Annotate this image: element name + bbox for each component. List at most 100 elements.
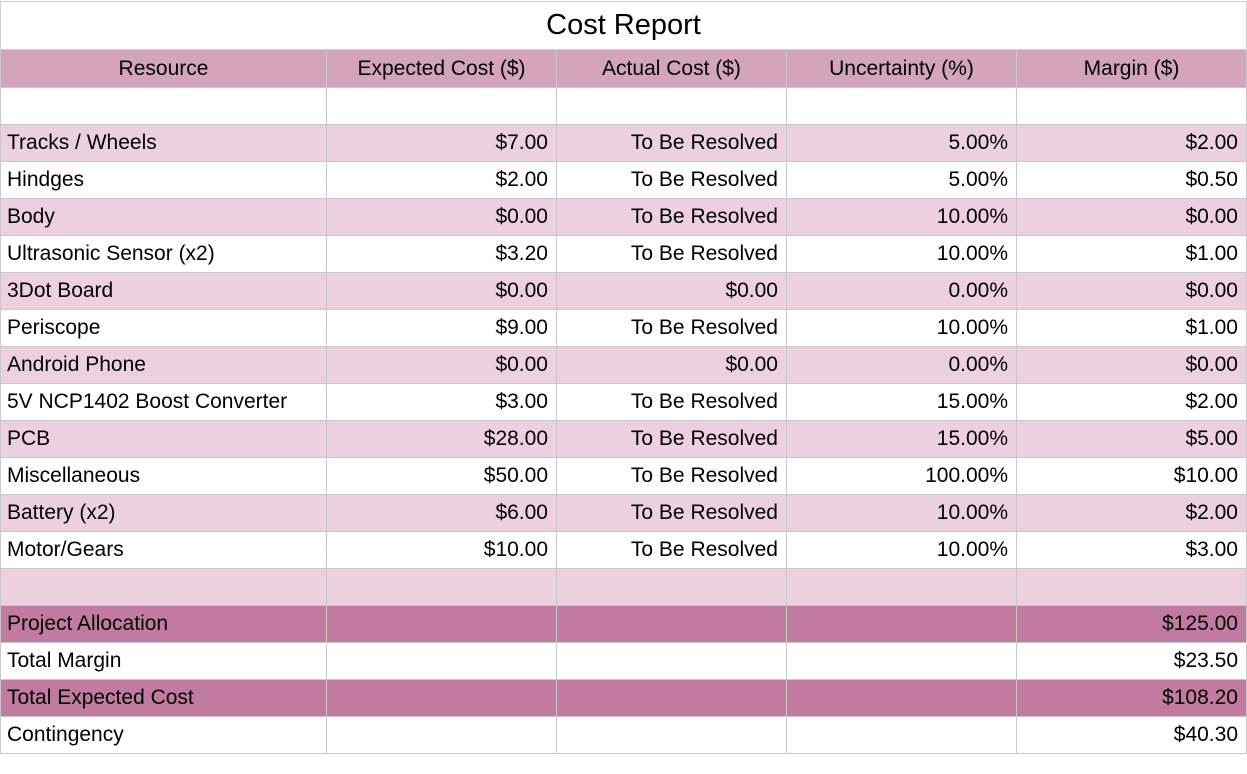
summary-empty-cell[interactable] (556, 679, 787, 717)
cell-margin[interactable]: $1.00 (1016, 309, 1247, 347)
cell-actual-cost[interactable]: To Be Resolved (556, 309, 787, 347)
header-margin[interactable]: Margin ($) (1016, 49, 1247, 88)
cell-expected-cost[interactable]: $28.00 (326, 420, 557, 458)
cell-expected-cost[interactable]: $6.00 (326, 494, 557, 532)
cell-resource[interactable] (0, 87, 327, 125)
cell-uncertainty[interactable]: 10.00% (786, 531, 1017, 569)
cell-margin[interactable]: $0.00 (1016, 346, 1247, 384)
header-resource[interactable]: Resource (0, 49, 327, 88)
cell-resource[interactable]: PCB (0, 420, 327, 458)
cell-actual-cost[interactable]: To Be Resolved (556, 494, 787, 532)
cell-expected-cost[interactable]: $2.00 (326, 161, 557, 199)
cell-resource[interactable]: Motor/Gears (0, 531, 327, 569)
summary-label[interactable]: Project Allocation (0, 605, 327, 643)
cell-uncertainty[interactable]: 10.00% (786, 198, 1017, 236)
cell-actual-cost[interactable]: To Be Resolved (556, 124, 787, 162)
cell-uncertainty[interactable]: 0.00% (786, 346, 1017, 384)
cell-resource[interactable]: Ultrasonic Sensor (x2) (0, 235, 327, 273)
summary-empty-cell[interactable] (556, 642, 787, 680)
cell-expected-cost[interactable] (326, 87, 557, 125)
summary-value[interactable]: $125.00 (1016, 605, 1247, 643)
summary-empty-cell[interactable] (326, 679, 557, 717)
cell-expected-cost[interactable]: $0.00 (326, 346, 557, 384)
summary-value[interactable]: $108.20 (1016, 679, 1247, 717)
summary-empty-cell[interactable] (786, 679, 1017, 717)
cell-actual-cost[interactable] (556, 87, 787, 125)
cell-actual-cost[interactable]: To Be Resolved (556, 420, 787, 458)
cell-uncertainty[interactable]: 5.00% (786, 124, 1017, 162)
cell-expected-cost[interactable]: $9.00 (326, 309, 557, 347)
cell-margin[interactable]: $0.00 (1016, 272, 1247, 310)
cell-actual-cost[interactable]: To Be Resolved (556, 457, 787, 495)
cell-expected-cost[interactable]: $10.00 (326, 531, 557, 569)
cell-expected-cost[interactable] (326, 568, 557, 606)
cell-resource[interactable]: 5V NCP1402 Boost Converter (0, 383, 327, 421)
cell-margin[interactable]: $0.00 (1016, 198, 1247, 236)
cell-actual-cost[interactable]: To Be Resolved (556, 198, 787, 236)
cell-margin[interactable]: $0.50 (1016, 161, 1247, 199)
summary-empty-cell[interactable] (556, 605, 787, 643)
cell-actual-cost[interactable]: To Be Resolved (556, 161, 787, 199)
cell-actual-cost[interactable] (556, 568, 787, 606)
cell-uncertainty[interactable]: 10.00% (786, 494, 1017, 532)
summary-label[interactable]: Total Expected Cost (0, 679, 327, 717)
table-row: Android Phone $0.00 $0.00 0.00% $0.00 (0, 346, 1247, 384)
cell-actual-cost[interactable]: To Be Resolved (556, 235, 787, 273)
cell-uncertainty[interactable]: 15.00% (786, 420, 1017, 458)
summary-empty-cell[interactable] (786, 716, 1017, 754)
report-title[interactable]: Cost Report (0, 1, 1247, 50)
cell-margin[interactable]: $5.00 (1016, 420, 1247, 458)
cell-resource[interactable]: Miscellaneous (0, 457, 327, 495)
summary-label[interactable]: Total Margin (0, 642, 327, 680)
summary-empty-cell[interactable] (326, 642, 557, 680)
summary-row-total-expected-cost: Total Expected Cost $108.20 (0, 679, 1247, 717)
table-row: Body $0.00 To Be Resolved 10.00% $0.00 (0, 198, 1247, 236)
header-expected-cost[interactable]: Expected Cost ($) (326, 49, 557, 88)
header-actual-cost[interactable]: Actual Cost ($) (556, 49, 787, 88)
cell-resource[interactable]: Android Phone (0, 346, 327, 384)
cell-expected-cost[interactable]: $7.00 (326, 124, 557, 162)
cell-expected-cost[interactable]: $3.20 (326, 235, 557, 273)
summary-label[interactable]: Contingency (0, 716, 327, 754)
cell-expected-cost[interactable]: $0.00 (326, 272, 557, 310)
cell-resource[interactable]: Body (0, 198, 327, 236)
summary-empty-cell[interactable] (786, 605, 1017, 643)
cell-actual-cost[interactable]: $0.00 (556, 346, 787, 384)
cell-uncertainty[interactable]: 10.00% (786, 235, 1017, 273)
summary-empty-cell[interactable] (326, 716, 557, 754)
cell-uncertainty[interactable]: 5.00% (786, 161, 1017, 199)
cell-uncertainty[interactable] (786, 568, 1017, 606)
cell-uncertainty[interactable]: 100.00% (786, 457, 1017, 495)
cell-resource[interactable]: Tracks / Wheels (0, 124, 327, 162)
cell-margin[interactable]: $2.00 (1016, 383, 1247, 421)
cell-uncertainty[interactable]: 15.00% (786, 383, 1017, 421)
cell-margin[interactable] (1016, 568, 1247, 606)
cell-expected-cost[interactable]: $50.00 (326, 457, 557, 495)
cell-uncertainty[interactable]: 0.00% (786, 272, 1017, 310)
cell-uncertainty[interactable] (786, 87, 1017, 125)
cell-resource[interactable] (0, 568, 327, 606)
header-uncertainty[interactable]: Uncertainty (%) (786, 49, 1017, 88)
cell-expected-cost[interactable]: $3.00 (326, 383, 557, 421)
cell-margin[interactable]: $1.00 (1016, 235, 1247, 273)
summary-empty-cell[interactable] (326, 605, 557, 643)
cell-margin[interactable] (1016, 87, 1247, 125)
cell-margin[interactable]: $10.00 (1016, 457, 1247, 495)
cell-margin[interactable]: $2.00 (1016, 124, 1247, 162)
cell-resource[interactable]: Periscope (0, 309, 327, 347)
cell-resource[interactable]: Battery (x2) (0, 494, 327, 532)
summary-row-contingency: Contingency $40.30 (0, 716, 1247, 754)
summary-empty-cell[interactable] (786, 642, 1017, 680)
cell-margin[interactable]: $2.00 (1016, 494, 1247, 532)
cell-actual-cost[interactable]: To Be Resolved (556, 383, 787, 421)
cell-uncertainty[interactable]: 10.00% (786, 309, 1017, 347)
cell-margin[interactable]: $3.00 (1016, 531, 1247, 569)
summary-value[interactable]: $23.50 (1016, 642, 1247, 680)
cell-actual-cost[interactable]: To Be Resolved (556, 531, 787, 569)
cell-resource[interactable]: Hindges (0, 161, 327, 199)
cell-resource[interactable]: 3Dot Board (0, 272, 327, 310)
cell-expected-cost[interactable]: $0.00 (326, 198, 557, 236)
summary-empty-cell[interactable] (556, 716, 787, 754)
summary-value[interactable]: $40.30 (1016, 716, 1247, 754)
cell-actual-cost[interactable]: $0.00 (556, 272, 787, 310)
